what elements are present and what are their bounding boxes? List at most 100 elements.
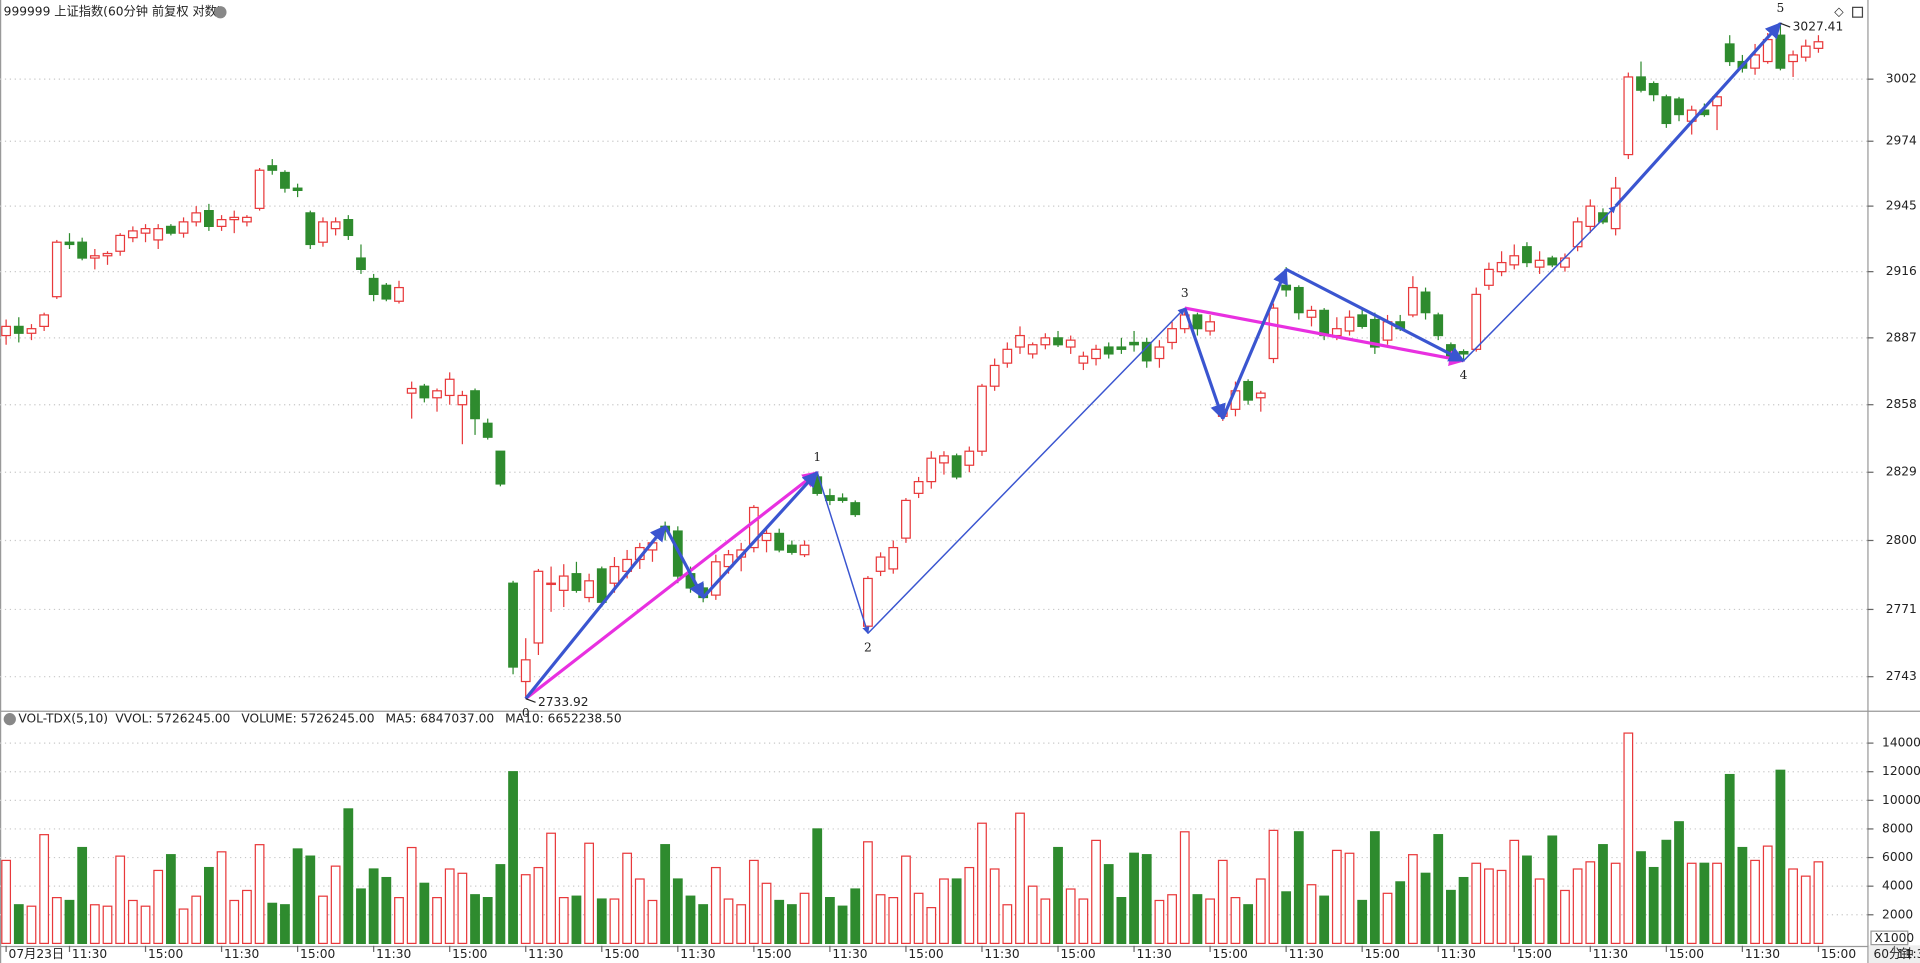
candle-body (1205, 321, 1215, 332)
volume-bar (786, 904, 797, 945)
candle-body (1040, 337, 1051, 346)
candle-body (825, 495, 835, 502)
candle-body (1522, 246, 1532, 264)
candle-body (318, 221, 328, 243)
icon[interactable] (1852, 6, 1864, 18)
candle-body (444, 378, 455, 397)
volume-bar (533, 866, 544, 945)
candle-body (343, 219, 354, 237)
extreme-label: 3027.41 (1793, 20, 1844, 34)
volume-bar (1357, 899, 1368, 945)
candle-body (774, 532, 785, 551)
unit-label: X1000 (1875, 931, 1915, 945)
candle-body (51, 241, 62, 298)
volume-bar (1560, 889, 1570, 945)
volume-bar (723, 898, 734, 945)
candle-body (1750, 54, 1760, 69)
volume-bar (1078, 898, 1089, 945)
volume-bar (799, 892, 810, 945)
candle-body (330, 221, 341, 230)
x-tick-label: 15:00 (300, 947, 335, 961)
volume-bar (1255, 878, 1266, 945)
candle-body (1319, 309, 1330, 337)
volume-bar (115, 855, 126, 945)
menu-icon[interactable] (3, 713, 16, 726)
y-tick-label: 2858 (1886, 397, 1917, 411)
candle-body (178, 221, 189, 234)
volume-bar (242, 889, 252, 945)
candle-body (863, 577, 873, 627)
candle-body (1331, 328, 1342, 337)
volume-bar (761, 882, 772, 945)
wave-label: 5 (1777, 1, 1785, 15)
candle-body (558, 575, 569, 591)
volume-bar (1484, 868, 1494, 945)
x-tick-label: 11:30 (1745, 947, 1780, 961)
x-tick-label: 11:30 (528, 947, 563, 961)
y-tick-label: 3002 (1886, 72, 1917, 86)
volume-bar (292, 848, 303, 945)
volume-bar (558, 897, 569, 945)
volume-bar (1762, 845, 1773, 945)
volume-bar (216, 851, 227, 945)
wave-line (701, 471, 819, 599)
unit-box (1870, 930, 1909, 946)
candle-body (926, 457, 937, 483)
menu-icon[interactable] (214, 6, 227, 19)
chart-title: 999999 上证指数(60分钟 前复权 对数) (4, 4, 222, 19)
volume-bar (191, 895, 202, 945)
candle-body (1407, 286, 1418, 316)
wave-line (1285, 267, 1465, 363)
volume-bar (1002, 904, 1013, 945)
volume-bar (1344, 852, 1355, 945)
candle-body (761, 532, 772, 542)
candle-body (1572, 221, 1583, 248)
volume-bar (1015, 812, 1025, 945)
candle-body (406, 387, 417, 394)
candle-body (39, 314, 50, 328)
candle-body (1661, 96, 1672, 125)
volume-bar (698, 904, 709, 945)
candle-body (381, 284, 392, 300)
period-box[interactable] (1868, 945, 1920, 963)
volume-bar (1648, 866, 1659, 945)
volume-bar (229, 899, 240, 945)
candle-body (786, 544, 797, 553)
candle-body (1002, 348, 1013, 364)
volume-bar (1243, 904, 1254, 945)
candle-body (1027, 344, 1038, 355)
x-tick-label: 15:00 (452, 947, 487, 961)
icon[interactable]: ◇ (1834, 5, 1844, 19)
volume-bar (1053, 846, 1063, 945)
volume-bar (381, 876, 392, 945)
volume-bar (913, 892, 924, 945)
candle-body (1585, 205, 1596, 228)
volume-bar (165, 854, 176, 945)
candle-body (229, 216, 240, 221)
volume-bar (1585, 861, 1596, 945)
candle-body (571, 573, 582, 591)
candle-body (1, 325, 12, 337)
candle-body (1129, 341, 1139, 346)
volume-bar (1, 859, 12, 945)
wave-line (867, 307, 1186, 634)
x-tick-label: 15:00 (908, 947, 943, 961)
volume-bar (1610, 862, 1621, 945)
candle-body (1268, 307, 1279, 360)
candle-body (102, 252, 113, 257)
candle-body (1103, 346, 1114, 355)
volume-bar (863, 841, 873, 945)
y-tick-label: 2800 (1886, 533, 1917, 547)
volume-bar (1661, 839, 1672, 945)
y-tick-label: 2887 (1886, 330, 1917, 344)
candle-body (609, 565, 620, 584)
wave-label: 0 (522, 706, 530, 720)
candle-body (242, 216, 252, 223)
candle-body (356, 257, 366, 270)
wave-label: 3 (1181, 286, 1189, 300)
candle-body (1534, 259, 1545, 268)
candle-body (419, 385, 430, 399)
candle-body (1078, 355, 1089, 364)
volume-bar (634, 878, 645, 945)
volume-bar (951, 878, 962, 945)
